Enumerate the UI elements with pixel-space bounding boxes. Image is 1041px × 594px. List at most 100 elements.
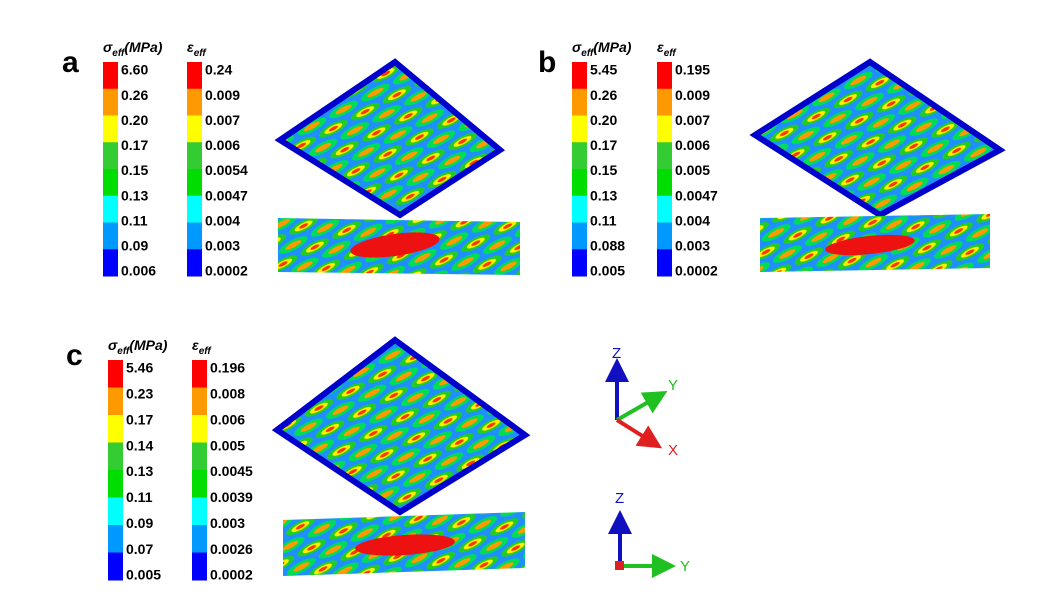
symbol: σ xyxy=(103,39,113,55)
colorbar-tick-label: 0.26 xyxy=(590,87,617,103)
colorbar-tick-label: 0.0039 xyxy=(210,489,253,505)
colorbar-tick-label: 0.005 xyxy=(590,263,625,279)
colorbar-band xyxy=(103,249,118,277)
colorbar-band xyxy=(572,142,587,170)
colorbar-tick-label: 0.006 xyxy=(121,263,156,279)
colorbar-band xyxy=(657,249,672,277)
colorbar-band xyxy=(103,142,118,170)
colorbar-band xyxy=(657,195,672,223)
colorbar-tick-label: 0.11 xyxy=(590,212,617,228)
colorbar-band xyxy=(108,360,123,388)
colorbar-title: εeff xyxy=(657,39,677,59)
colorbar-tick-label: 0.007 xyxy=(675,112,710,128)
colorbar-tick-label: 0.07 xyxy=(126,541,153,557)
colorbar-tick-label: 0.23 xyxy=(126,386,153,402)
colorbar-tick-label: 0.13 xyxy=(121,187,148,203)
colorbar-title: σeff(MPa) xyxy=(572,39,632,59)
colorbar-band xyxy=(187,169,202,197)
colorbar-tick-label: 0.008 xyxy=(210,386,245,402)
colorbar-band xyxy=(187,62,202,90)
symbol: ε xyxy=(657,39,664,55)
colorbar-band xyxy=(103,222,118,250)
colorbar-title: εeff xyxy=(187,39,207,59)
colorbar-band xyxy=(192,525,207,553)
colorbar-title: σeff(MPa) xyxy=(103,39,163,59)
symbol: σ xyxy=(108,337,118,353)
subscript: eff xyxy=(664,48,678,59)
symbol: σ xyxy=(572,39,582,55)
symbol: ε xyxy=(192,337,199,353)
colorbar-tick-label: 0.14 xyxy=(126,437,153,453)
colorbar-band xyxy=(108,497,123,526)
subscript: eff xyxy=(581,48,595,59)
colorbar-band xyxy=(572,222,587,250)
unit: (MPa) xyxy=(129,337,167,353)
colorbar-band xyxy=(657,88,672,116)
colorbar-band xyxy=(657,115,672,143)
colorbar-band xyxy=(187,249,202,277)
colorbar-tick-label: 0.006 xyxy=(675,137,710,153)
colorbar-band xyxy=(192,552,207,581)
colorbar-band xyxy=(572,115,587,143)
colorbar-tick-label: 0.007 xyxy=(205,112,240,128)
colorbar-tick-label: 0.196 xyxy=(210,360,245,376)
colorbar-band xyxy=(572,249,587,277)
colorbar-band xyxy=(187,142,202,170)
colorbar-band xyxy=(657,169,672,197)
colorbar-band xyxy=(103,195,118,223)
colorbar-tick-label: 0.17 xyxy=(121,137,148,153)
colorbar-tick-label: 0.009 xyxy=(675,87,710,103)
colorbar-band xyxy=(108,387,123,416)
colorbar-tick-label: 0.005 xyxy=(210,437,245,453)
colorbar-band xyxy=(192,442,207,471)
colorbar-tick-label: 0.20 xyxy=(590,112,617,128)
subscript: eff xyxy=(112,48,126,59)
colorbar-tick-label: 0.20 xyxy=(121,112,148,128)
colorbar-band xyxy=(187,88,202,116)
colorbar-band xyxy=(572,88,587,116)
colorbar-band xyxy=(103,62,118,90)
colorbar-tick-label: 0.11 xyxy=(126,489,153,505)
colorbar-tick-label: 0.009 xyxy=(205,87,240,103)
panel-label: c xyxy=(66,339,83,372)
axis-y: Y xyxy=(680,558,690,575)
colorbar-tick-label: 6.60 xyxy=(121,62,148,78)
axis-z: Z xyxy=(612,345,621,362)
colorbar-band xyxy=(657,142,672,170)
colorbar-band xyxy=(572,62,587,90)
axis-x: X xyxy=(668,442,678,459)
colorbar-tick-label: 0.0002 xyxy=(205,263,248,279)
colorbar-tick-label: 5.46 xyxy=(126,360,153,376)
triad-iso: Z Y X xyxy=(605,345,678,459)
colorbar-band xyxy=(108,525,123,553)
colorbar-band xyxy=(108,552,123,581)
colorbar-tick-label: 0.13 xyxy=(126,463,153,479)
colorbar-band xyxy=(572,169,587,197)
colorbar-tick-label: 0.09 xyxy=(121,238,148,254)
unit: (MPa) xyxy=(124,39,162,55)
axis-z: Z xyxy=(615,490,624,507)
colorbar-title: σeff(MPa) xyxy=(108,337,168,357)
colorbar-tick-label: 0.0045 xyxy=(210,463,253,479)
subscript: eff xyxy=(194,48,208,59)
colorbar-tick-label: 0.13 xyxy=(590,187,617,203)
colorbar-tick-label: 0.003 xyxy=(205,238,240,254)
colorbar-band xyxy=(572,195,587,223)
render-c xyxy=(271,336,531,576)
colorbar-tick-label: 0.26 xyxy=(121,87,148,103)
colorbar-tick-label: 0.006 xyxy=(205,137,240,153)
colorbar-band xyxy=(187,222,202,250)
colorbar-tick-label: 0.004 xyxy=(675,212,710,228)
colorbar-band xyxy=(192,470,207,498)
colorbar-band xyxy=(187,195,202,223)
colorbar-tick-label: 0.005 xyxy=(126,567,161,583)
colorbar-tick-label: 0.003 xyxy=(675,238,710,254)
colorbar-tick-label: 0.15 xyxy=(590,162,617,178)
colorbar-band xyxy=(108,415,123,443)
panel-label: a xyxy=(62,46,79,79)
unit: (MPa) xyxy=(593,39,631,55)
colorbar-tick-label: 0.006 xyxy=(210,411,245,427)
colorbar-band xyxy=(192,415,207,443)
colorbar-tick-label: 0.24 xyxy=(205,62,232,78)
